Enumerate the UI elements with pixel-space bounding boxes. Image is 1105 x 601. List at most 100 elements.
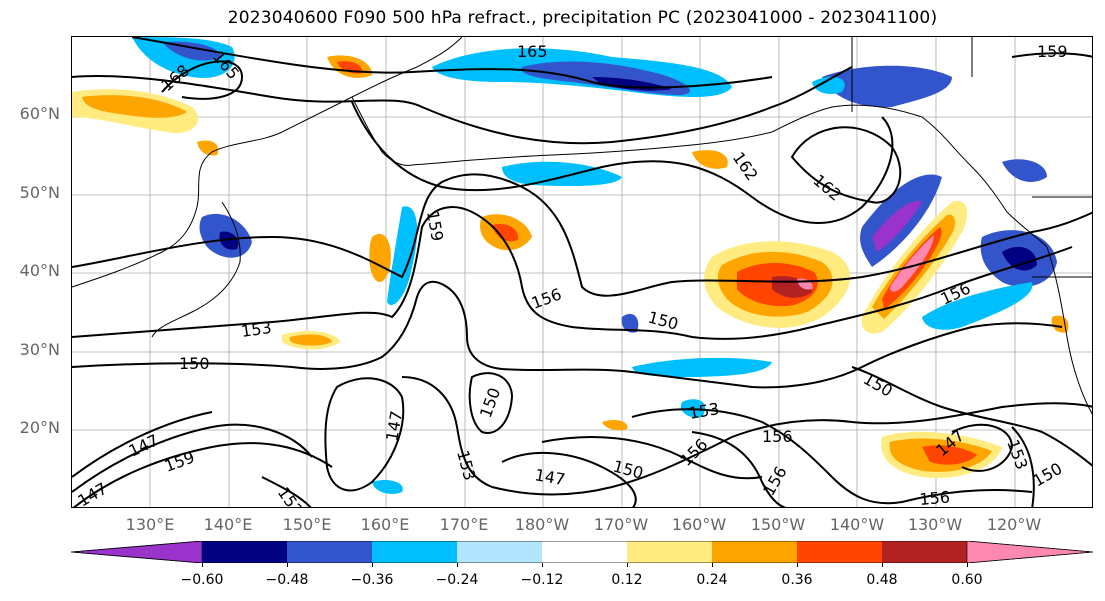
lon-label-140w: 140°W xyxy=(829,515,885,534)
lon-label-160e: 160°E xyxy=(360,515,410,534)
lat-label-40n: 40°N xyxy=(19,261,60,280)
lon-label-130w: 130°W xyxy=(907,515,963,534)
contour-label-156-se2: 156 xyxy=(759,463,791,499)
neg-area-japan-core xyxy=(219,231,239,250)
contour-152 xyxy=(261,476,312,507)
lon-label-150w: 150°W xyxy=(750,515,806,534)
contour-label-162-a: 162 xyxy=(729,148,762,184)
lon-label-120w: 120°W xyxy=(986,515,1042,534)
pos-area-ne-small xyxy=(692,150,728,169)
contour-label-159-sw: 159 xyxy=(162,447,197,475)
colorbar-tick-label: 0.12 xyxy=(611,572,643,588)
colorbar-tickmark xyxy=(202,563,203,567)
pos-area-diagonal-pink xyxy=(890,235,934,292)
colorbar-tick-label: −0.24 xyxy=(435,572,479,588)
lon-label-170w: 170°W xyxy=(593,515,649,534)
colorbar-segment-10 xyxy=(966,541,1093,563)
pos-area-far-west-core xyxy=(82,95,187,118)
colorbar-tickmark xyxy=(287,563,288,567)
colorbar-tickmark xyxy=(542,563,543,567)
neg-area-northeast xyxy=(1002,159,1047,182)
colorbar-tick-label: 0.24 xyxy=(696,572,728,588)
colorbar-segment-2 xyxy=(287,541,372,563)
contours xyxy=(72,37,1092,507)
contour-150-south xyxy=(468,372,514,434)
colorbar-segment-5 xyxy=(542,541,627,563)
lat-label-30n: 30°N xyxy=(19,340,60,359)
pos-area-midpac-red xyxy=(492,223,519,242)
contour-label-156-sc: 156 xyxy=(676,435,711,470)
contour-label-153-west: 153 xyxy=(240,318,273,341)
neg-area-jetstreak xyxy=(502,161,622,187)
contour-label-147-a: 147 xyxy=(382,409,406,442)
contour-label-162-b: 162 xyxy=(809,171,845,205)
colorbar-tickmark xyxy=(457,563,458,567)
colorbar-tickmark xyxy=(372,563,373,567)
shaded-field xyxy=(72,37,1069,494)
contour-label-147-sw: 147 xyxy=(126,430,162,460)
neg-area-coastal-band xyxy=(922,282,1033,330)
colorbar-tick-label: 0.48 xyxy=(866,572,898,588)
contour-sw-packed-1 xyxy=(72,442,333,507)
lat-label-60n: 60°N xyxy=(19,104,60,123)
colorbar-segment-8 xyxy=(797,541,882,563)
contour-sw-packed-2 xyxy=(72,423,313,493)
coast-north-america xyxy=(1046,246,1092,415)
colorbar-segment-6 xyxy=(627,541,712,563)
colorbar-tick-label: −0.48 xyxy=(265,572,309,588)
contour-156-long xyxy=(72,173,1092,297)
contour-label-147-far-sw: 147 xyxy=(75,479,111,508)
contour-156-sw xyxy=(691,431,787,507)
neg-area-alaska-edge xyxy=(812,76,845,94)
lon-label-170e: 170°E xyxy=(439,515,489,534)
colorbar-tickmark xyxy=(712,563,713,567)
contour-153-east xyxy=(1011,426,1035,507)
coast-borders xyxy=(851,37,1092,278)
colorbar-tick-label: 0.36 xyxy=(781,572,813,588)
contour-label-150-south: 150 xyxy=(476,385,504,420)
neg-area-kuril xyxy=(387,206,418,306)
pos-area-kuril xyxy=(369,233,391,282)
contour-168 xyxy=(161,60,244,100)
colorbar-tickmark xyxy=(882,563,883,567)
neg-area-subtropic-band xyxy=(632,357,772,377)
contour-label-153-se: 153 xyxy=(1003,437,1031,472)
lat-label-50n: 50°N xyxy=(19,183,60,202)
contour-label-153-sc: 153 xyxy=(453,448,479,482)
contour-label-150-sc: 150 xyxy=(611,457,645,483)
colorbar xyxy=(71,541,1093,563)
contour-sw-packed-3 xyxy=(72,411,213,478)
lon-label-160w: 160°W xyxy=(671,515,727,534)
colorbar-segment-1 xyxy=(202,541,287,563)
colorbar-segment-0 xyxy=(71,541,203,563)
map-panel: 165 168 165 159 162 162 159 156 156 153 … xyxy=(71,36,1093,508)
contour-150-long xyxy=(72,280,1063,389)
contour-162-west xyxy=(351,101,894,224)
coast-alaska xyxy=(771,104,1048,248)
contour-159-north xyxy=(72,66,853,145)
contour-label-152-sw: 152 xyxy=(274,483,307,508)
contour-147-south xyxy=(501,452,637,507)
lon-label-130e: 130°E xyxy=(125,515,175,534)
colorbar-tick-label: −0.12 xyxy=(520,572,564,588)
contour-label-156-mid: 156 xyxy=(529,284,564,312)
colorbar-segment-4 xyxy=(457,541,542,563)
neg-area-small-2 xyxy=(621,313,639,333)
colorbar-segment-9 xyxy=(882,541,967,563)
neg-area-alaska xyxy=(822,65,952,108)
colorbar-tick-label: −0.36 xyxy=(350,572,394,588)
contour-label-150-west: 150 xyxy=(179,354,210,373)
contour-label-159-ne: 159 xyxy=(1037,42,1068,61)
colorbar-tick-label: −0.60 xyxy=(180,572,224,588)
contour-147-closed xyxy=(324,377,405,492)
contour-label-165-b: 165 xyxy=(517,42,548,61)
pos-area-small-a xyxy=(602,419,628,431)
contour-label-159-mid: 159 xyxy=(423,209,447,242)
lat-label-20n: 20°N xyxy=(19,418,60,437)
contour-165-north xyxy=(131,37,773,89)
map-canvas: 165 168 165 159 162 162 159 156 156 153 … xyxy=(72,37,1092,508)
contour-150-east xyxy=(851,366,1092,467)
contour-159-ne xyxy=(1011,52,1092,58)
lon-label-180w: 180°W xyxy=(514,515,570,534)
colorbar-tickmark xyxy=(797,563,798,567)
